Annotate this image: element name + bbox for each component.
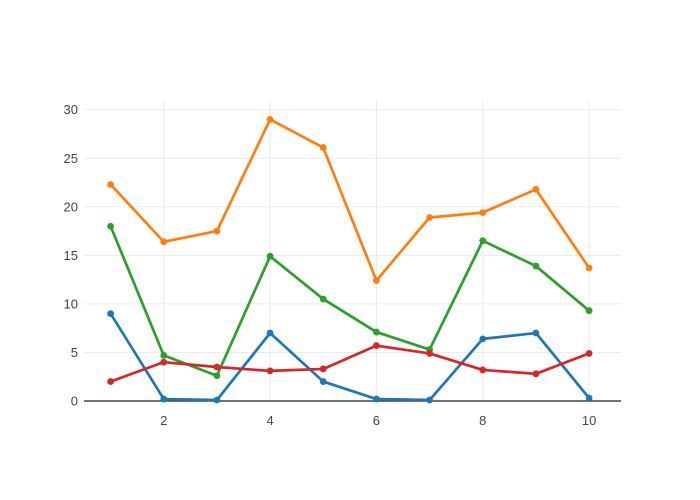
x-tick-label: 6 (373, 413, 380, 428)
data-point-trace-3-red[interactable] (160, 358, 168, 366)
x-tick-label: 8 (479, 413, 486, 428)
data-point-trace-2-green[interactable] (213, 372, 221, 380)
y-tick-label: 5 (71, 345, 78, 360)
series-line-trace-3-red (109, 344, 591, 383)
x-tick-label: 10 (582, 413, 596, 428)
data-point-trace-3-red[interactable] (373, 342, 380, 350)
data-point-trace-0-blue[interactable] (373, 395, 380, 403)
series-line-trace-0-blue (109, 312, 591, 402)
data-point-trace-0-blue[interactable] (213, 396, 221, 404)
data-point-trace-3-red[interactable] (266, 367, 274, 375)
data-point-trace-3-red[interactable] (319, 365, 327, 373)
data-point-trace-0-blue[interactable] (479, 335, 487, 343)
series-line-trace-1-orange (109, 118, 591, 282)
data-point-trace-3-red[interactable] (426, 350, 433, 357)
data-point-trace-2-green[interactable] (373, 328, 380, 336)
data-point-trace-2-green[interactable] (585, 307, 593, 315)
data-point-trace-3-red[interactable] (585, 350, 593, 357)
x-tick-label: 4 (266, 413, 273, 428)
data-point-trace-2-green[interactable] (160, 351, 168, 359)
data-point-trace-1-orange[interactable] (319, 144, 327, 151)
data-point-trace-0-blue[interactable] (319, 378, 327, 385)
data-point-trace-3-red[interactable] (107, 378, 114, 385)
data-point-trace-0-blue[interactable] (266, 329, 274, 337)
data-point-trace-1-orange[interactable] (213, 227, 221, 235)
y-tick-label: 20 (64, 199, 78, 214)
data-point-trace-1-orange[interactable] (532, 185, 540, 193)
data-point-trace-1-orange[interactable] (426, 214, 433, 221)
x-tick-label: 2 (160, 413, 167, 428)
data-point-trace-0-blue[interactable] (532, 329, 540, 337)
data-point-trace-2-green[interactable] (479, 237, 487, 245)
data-point-trace-0-blue[interactable] (585, 394, 593, 402)
data-point-trace-1-orange[interactable] (585, 264, 593, 272)
data-point-trace-3-red[interactable] (213, 363, 221, 371)
data-point-trace-2-green[interactable] (107, 222, 114, 230)
y-tick-label: 15 (64, 248, 78, 263)
data-point-trace-2-green[interactable] (319, 295, 327, 303)
data-point-trace-1-orange[interactable] (266, 116, 274, 123)
data-point-trace-2-green[interactable] (532, 262, 540, 270)
y-tick-label: 25 (64, 151, 78, 166)
data-point-trace-3-red[interactable] (479, 366, 487, 374)
data-point-trace-1-orange[interactable] (479, 209, 487, 217)
y-tick-label: 10 (64, 296, 78, 311)
data-point-trace-0-blue[interactable] (426, 396, 433, 404)
y-tick-label: 0 (71, 394, 78, 409)
data-point-trace-0-blue[interactable] (107, 310, 114, 318)
data-point-trace-1-orange[interactable] (160, 238, 168, 246)
data-point-trace-1-orange[interactable] (373, 277, 380, 284)
data-point-trace-3-red[interactable] (532, 370, 540, 378)
data-point-trace-0-blue[interactable] (160, 395, 168, 403)
data-point-trace-1-orange[interactable] (107, 181, 114, 188)
y-tick-label: 30 (64, 102, 78, 117)
data-point-trace-2-green[interactable] (266, 252, 274, 260)
